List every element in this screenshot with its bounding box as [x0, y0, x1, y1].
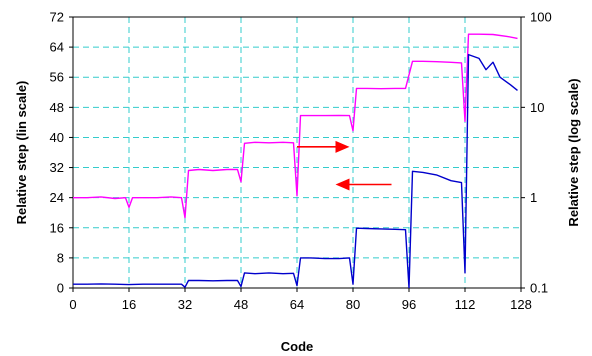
arrow-head — [335, 140, 350, 153]
x-tick-label: 64 — [290, 297, 304, 312]
annotation-layer — [297, 140, 392, 191]
y-right-tick-label: 0.1 — [530, 281, 548, 296]
y-left-axis-title: Relative step (lin scale) — [14, 81, 29, 225]
y-left-tick-label: 72 — [50, 10, 64, 25]
y-left-tick-label: 56 — [50, 70, 64, 85]
y-left-tick-label: 24 — [50, 190, 64, 205]
y-left-tick-labels: 0 8 16 24 32 40 48 56 64 72 — [50, 10, 73, 296]
x-tick-label: 16 — [122, 297, 136, 312]
grid — [73, 17, 521, 288]
x-tick-label: 48 — [234, 297, 248, 312]
series-line-lin-axis — [73, 53, 518, 289]
y-right-tick-labels: 0.1 1 10 100 — [521, 10, 552, 296]
series-line-log-axis — [73, 33, 518, 219]
x-tick-label: 96 — [402, 297, 416, 312]
y-right-tick-label: 10 — [530, 100, 544, 115]
x-tick-label: 128 — [510, 297, 532, 312]
x-tick-label: 112 — [455, 297, 476, 312]
x-tick-label: 32 — [178, 297, 192, 312]
y-right-tick-label: 1 — [530, 190, 537, 205]
y-left-tick-label: 32 — [50, 160, 64, 175]
y-left-tick-label: 48 — [50, 100, 64, 115]
x-tick-label: 0 — [69, 297, 76, 312]
y-left-tick-label: 16 — [50, 220, 64, 235]
y-left-tick-label: 0 — [57, 281, 64, 296]
series-layer — [73, 33, 518, 289]
y-right-axis-title: Relative step (log scale) — [566, 78, 581, 226]
y-left-tick-label: 64 — [50, 40, 64, 55]
x-axis-title: Code — [281, 339, 314, 354]
x-tick-labels: 0 16 32 48 64 80 96 112 128 — [69, 288, 532, 312]
y-left-tick-label: 40 — [50, 130, 64, 145]
y-right-tick-label: 100 — [530, 10, 552, 25]
x-tick-label: 80 — [346, 297, 360, 312]
arrow-head — [335, 178, 350, 191]
y-left-tick-label: 8 — [57, 250, 64, 265]
